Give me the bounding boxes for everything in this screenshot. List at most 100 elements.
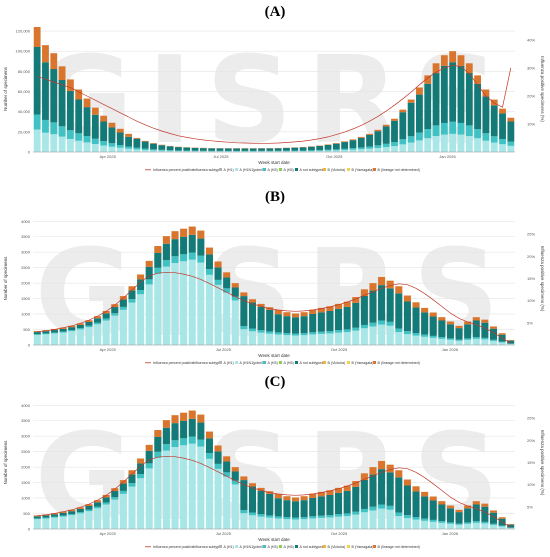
bar-segment — [441, 55, 448, 66]
bar-segment — [103, 505, 110, 529]
bar-segment — [391, 146, 398, 152]
bar-segment — [85, 326, 92, 327]
bar-segment — [378, 285, 385, 320]
bar-segment — [404, 485, 411, 515]
bar-segment — [171, 447, 178, 529]
bar-segment — [292, 317, 299, 333]
y-tick-label: 40,000 — [18, 109, 31, 114]
bar-segment — [361, 509, 368, 512]
bar-segment — [430, 497, 437, 501]
bar-segment — [458, 66, 465, 123]
bar-segment — [249, 299, 256, 302]
bar-segment — [84, 136, 91, 142]
bar-segment — [378, 509, 385, 529]
bar-segment — [50, 69, 57, 122]
legend-swatch — [373, 361, 376, 364]
bar-segment — [387, 465, 394, 473]
bar-segment — [438, 501, 445, 504]
bar-segment — [399, 110, 406, 113]
bar-segment — [404, 301, 411, 331]
bar-segment — [301, 496, 308, 500]
bar-segment — [146, 261, 153, 267]
bar-segment — [206, 438, 213, 453]
y-tick-label: 500 — [23, 511, 30, 516]
bar-segment — [399, 112, 406, 139]
bar-segment — [85, 506, 92, 510]
bar-segment — [369, 507, 376, 511]
bar-segment — [206, 254, 213, 269]
y-tick-label: 2500 — [21, 265, 31, 270]
y-tick-label: 0 — [28, 343, 31, 348]
bar-segment — [350, 150, 357, 152]
bar-segment — [109, 123, 116, 128]
bar-segment — [325, 145, 332, 150]
bar-segment — [34, 27, 41, 47]
bar-segment — [60, 329, 67, 332]
x-tick-label: Jan 2026 — [439, 154, 456, 159]
bar-segment — [34, 334, 41, 335]
bar-segment — [341, 142, 348, 149]
bar-segment — [344, 307, 351, 330]
legend-item-label: A (H3) — [268, 361, 278, 365]
bar-segment — [391, 121, 398, 142]
bar-segment — [391, 142, 398, 146]
bar-segment — [344, 513, 351, 516]
bar-segment — [232, 484, 239, 529]
bar-segment — [68, 331, 75, 345]
legend-subtype-title: Influenza subtype — [193, 168, 221, 172]
bar-segment — [283, 517, 290, 519]
bar-segment — [474, 84, 481, 129]
legend-swatch — [279, 361, 282, 364]
bar-segment — [430, 520, 437, 522]
bar-segment — [68, 515, 75, 529]
y2-tick-label: 10% — [527, 298, 535, 303]
bar-segment — [42, 518, 49, 519]
bar-segment — [447, 340, 454, 345]
legend-swatch — [263, 545, 266, 548]
bar-segment — [473, 317, 480, 320]
bar-segment — [125, 137, 132, 147]
bar-segment — [366, 134, 373, 135]
bar-segment — [318, 332, 325, 334]
bar-segment — [374, 131, 381, 145]
bar-segment — [361, 296, 368, 325]
bar-segment — [34, 516, 41, 518]
legend-swatch — [373, 168, 376, 171]
y2-axis-label: Influenza positive specimens (%) — [540, 430, 545, 496]
x-tick-label: Oct 2025 — [326, 154, 343, 159]
bar-segment — [416, 87, 423, 94]
bar-segment — [92, 139, 99, 144]
bar-segment — [301, 335, 308, 345]
bar-segment — [352, 515, 359, 529]
bar-segment — [283, 151, 290, 152]
bar-segment — [283, 316, 290, 333]
bar-segment — [421, 308, 428, 312]
bar-segment — [34, 332, 41, 334]
bar-segment — [326, 311, 333, 331]
bar-segment — [408, 103, 415, 137]
y2-tick-label: 15% — [527, 460, 535, 465]
panel-b-letter: (B) — [0, 189, 550, 206]
bar-segment — [215, 285, 222, 345]
bar-segment — [67, 130, 74, 139]
bar-segment — [150, 143, 157, 144]
bar-segment — [412, 336, 419, 345]
bar-segment — [171, 263, 178, 345]
bar-segment — [283, 312, 290, 316]
y-axis-label: Number of specimens — [3, 256, 8, 301]
bar-segment — [335, 514, 342, 516]
bar-segment — [125, 149, 132, 152]
bar-segment — [309, 334, 316, 345]
legend-item-label: B (Yamagata) — [352, 361, 374, 365]
bar-segment — [111, 316, 118, 345]
bar-segment — [103, 313, 110, 318]
bar-segment — [358, 149, 365, 152]
bar-segment — [128, 487, 135, 529]
y-tick-label: 0 — [28, 150, 31, 155]
bar-segment — [458, 55, 465, 66]
bar-segment — [408, 100, 415, 103]
bar-segment — [208, 148, 215, 151]
bar-segment — [175, 150, 182, 151]
bar-segment — [374, 145, 381, 148]
bar-segment — [387, 510, 394, 529]
